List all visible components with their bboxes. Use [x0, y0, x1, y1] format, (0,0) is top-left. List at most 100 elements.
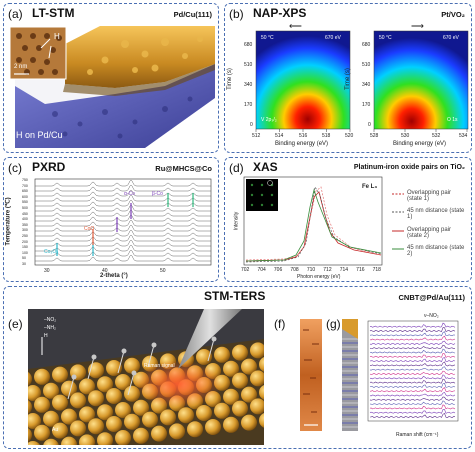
right-xtick-1: 530	[401, 133, 410, 139]
left-temp: 50 °C	[261, 35, 274, 41]
xas-ylabel: Intensity	[233, 211, 240, 231]
legend-45nm-1: 45 nm distance (state 1)	[407, 208, 465, 220]
au-atom	[124, 357, 140, 374]
panel-efg-title: STM-TERS	[204, 289, 266, 303]
left-arrow-icon: ⟵	[289, 21, 302, 31]
panel-efg: STM-TERS CNBT@Pd/Au(111) (e)	[3, 286, 472, 449]
right-ytick-4: 0	[368, 122, 371, 128]
pxrd-xlabel: 2-theta (°)	[100, 273, 128, 279]
xas-spectra	[243, 176, 404, 266]
pxrd-trace	[35, 214, 211, 222]
pxrd-trace	[35, 254, 211, 262]
left-xlabel: Binding energy (eV)	[275, 141, 329, 147]
ytick: 250	[22, 233, 28, 238]
au-atom	[124, 413, 140, 430]
surface-caption: H on Pd/Cu	[16, 130, 63, 140]
au-atom	[52, 394, 68, 411]
au-atom	[259, 412, 264, 428]
right-ytick-1: 510	[362, 62, 371, 68]
panel-b-subtitle: Pt/VO₂	[441, 10, 465, 19]
au-atom	[115, 402, 131, 418]
au-atom	[250, 370, 264, 387]
tip-image-f	[300, 319, 322, 431]
legend-45nm-2: 45 nm distance (state 2)	[407, 245, 465, 257]
ytick: 750	[22, 178, 28, 182]
ters-spectrum	[369, 383, 456, 388]
g-xlabel: Raman shift (cm⁻¹)	[396, 432, 439, 438]
ytick: 500	[22, 205, 28, 210]
right-energy: 670 eV	[443, 35, 459, 41]
au-atom	[79, 434, 95, 445]
ytick: 100	[22, 250, 28, 255]
ytick: 550	[22, 200, 28, 205]
panel-e-label: (e)	[8, 317, 23, 331]
au-atom	[241, 358, 257, 375]
au-atom	[223, 360, 239, 377]
ters-spectrum	[369, 340, 456, 345]
ytick: 650	[22, 189, 28, 194]
pxrd-trace	[35, 194, 211, 202]
au-atom	[79, 378, 95, 395]
xtick: 710	[306, 267, 316, 273]
left-ytick-4: 0	[250, 122, 253, 128]
legend-h: H	[44, 333, 48, 339]
ters-spectrum	[369, 392, 456, 397]
right-xtick-0: 528	[370, 133, 379, 139]
au-atom	[232, 344, 248, 361]
pxrd-trace	[35, 209, 211, 217]
pxrd-xtick-30: 30	[44, 268, 50, 274]
ters-spectrum	[369, 322, 456, 328]
au-atom	[142, 411, 158, 428]
ters-spectrum	[370, 400, 456, 406]
au-atom	[259, 384, 264, 400]
right-xlabel: Binding energy (eV)	[393, 141, 447, 147]
ytick: 600	[22, 194, 28, 199]
au-atom	[79, 406, 95, 423]
au-atom	[169, 423, 185, 440]
pxrd-xtick-40: 40	[102, 268, 108, 274]
xtick: 702	[241, 267, 250, 273]
xps-heatmaps	[255, 30, 469, 132]
pxrd-trace	[35, 204, 211, 212]
pxrd-waterfall	[34, 178, 212, 266]
ters-spectrum	[369, 366, 456, 371]
au-atom	[241, 414, 257, 431]
au-atom	[97, 404, 113, 421]
ters-spectrum	[369, 331, 456, 337]
xas-xticks: 702 704 706 708 710 712 714 716 718	[241, 267, 381, 273]
panel-d: (d) XAS Platinum-iron oxide pairs on TiO…	[224, 157, 472, 282]
au-atom	[223, 388, 239, 405]
au-atom	[61, 380, 77, 397]
au-atom	[106, 388, 122, 404]
tip-image-g	[342, 319, 358, 431]
panel-b-label: (b)	[229, 7, 244, 21]
peak-label-beta-co: β-Co	[152, 191, 163, 197]
left-ytick-3: 170	[244, 102, 253, 108]
peak-label-alpha-co: α-Co	[124, 191, 135, 197]
au-atom	[28, 385, 41, 401]
ters-spectrum	[369, 378, 456, 384]
xtick: 714	[339, 267, 349, 273]
au-atom	[133, 399, 149, 416]
ytick: 150	[22, 245, 28, 250]
panel-a-subtitle: Pd/Cu(111)	[173, 10, 212, 19]
pxrd-ylabel: Temperature (℃)	[5, 197, 12, 246]
right-ytick-2: 340	[362, 82, 371, 88]
inset-h-label: H	[54, 32, 60, 41]
au-atom	[160, 409, 176, 426]
panel-d-label: (d)	[229, 161, 244, 175]
pxrd-trace	[35, 199, 211, 207]
au-atom	[34, 424, 50, 441]
au-atom	[28, 372, 32, 386]
panel-c-title: PXRD	[32, 160, 66, 174]
ters-spectrum	[369, 412, 456, 418]
ytick: 400	[22, 217, 28, 222]
left-ytick-1: 510	[244, 62, 253, 68]
au-atom	[28, 428, 32, 442]
au-atom	[70, 420, 86, 437]
pxrd-trace	[35, 234, 211, 242]
panel-c-label: (c)	[8, 161, 22, 175]
raman-signal-label: Raman signal	[144, 363, 175, 369]
xas-xlabel: Photon energy (eV)	[297, 274, 341, 280]
right-ytick-3: 170	[362, 102, 371, 108]
